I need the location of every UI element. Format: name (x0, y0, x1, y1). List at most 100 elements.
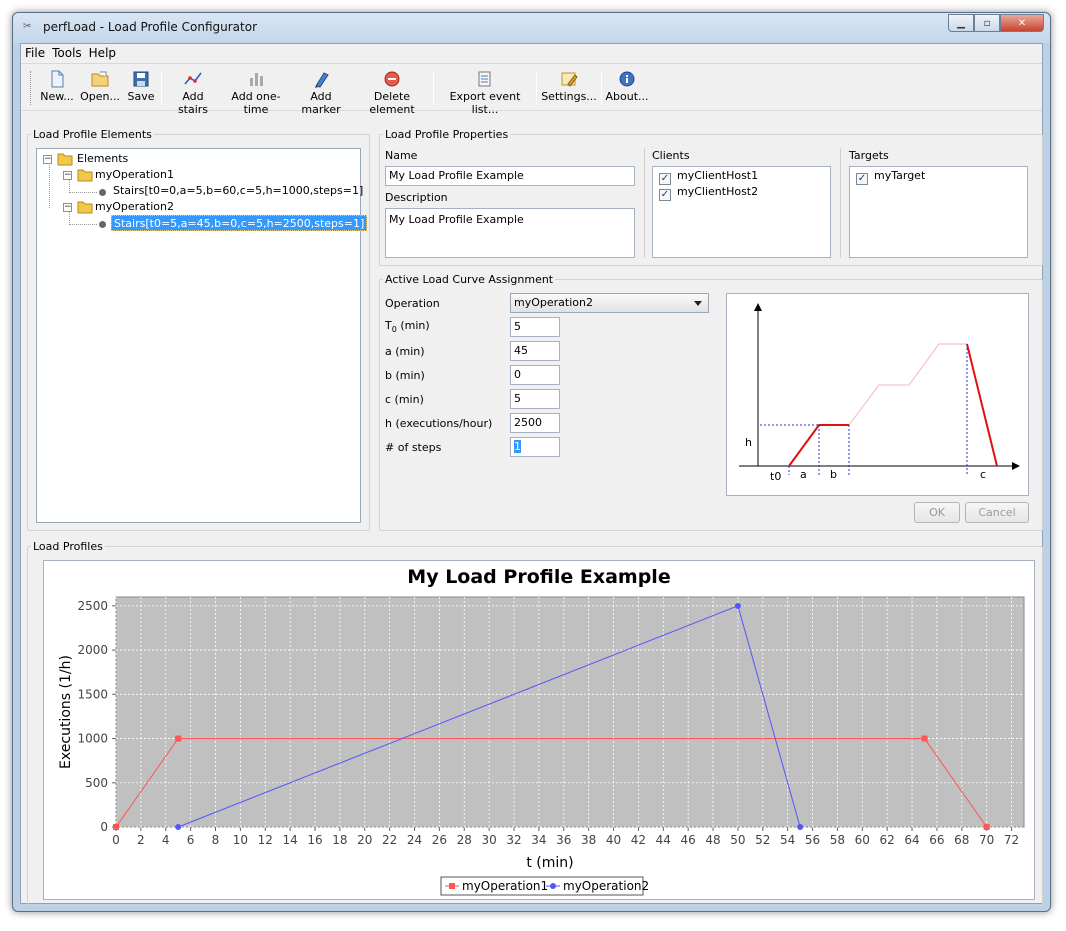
x-tick-label: 8 (212, 833, 220, 847)
legend-label: myOperation2 (563, 879, 649, 893)
save-button[interactable]: Save (125, 67, 157, 109)
h-field[interactable]: 2500 (510, 413, 560, 433)
profiles-group-title: Load Profiles (31, 540, 105, 553)
toolbar-separator (433, 71, 434, 105)
y-tick-label: 2000 (77, 643, 108, 657)
c-label: c (min) (385, 393, 424, 406)
client-label: myClientHost1 (677, 169, 759, 182)
t0-field[interactable]: 5 (510, 317, 560, 337)
x-tick-label: 2 (137, 833, 145, 847)
checkbox-checked[interactable]: ✓ (856, 173, 868, 185)
tree-expander[interactable]: − (63, 170, 72, 180)
new-button[interactable]: New... (37, 67, 77, 109)
add-stairs-button[interactable]: Add stairs (167, 67, 219, 116)
x-tick-label: 46 (681, 833, 696, 847)
add-marker-button[interactable]: Add marker (291, 67, 351, 116)
target-label: myTarget (874, 169, 926, 182)
legend-label: myOperation1 (462, 879, 548, 893)
target-item[interactable]: ✓ myTarget (856, 169, 925, 185)
tree-expander[interactable]: − (63, 202, 72, 212)
x-tick-label: 58 (830, 833, 845, 847)
x-tick-label: 28 (457, 833, 472, 847)
plot-area (115, 596, 1025, 828)
title-bar[interactable]: ✂ perfLoad - Load Profile Configurator ▁… (13, 13, 1050, 43)
toolbar-grip[interactable] (30, 71, 33, 105)
settings-button[interactable]: Settings... (540, 67, 598, 109)
elements-tree[interactable]: − Elements − myOperation1 Stairs[t0=0,a=… (36, 148, 368, 523)
client-item[interactable]: ✓ myClientHost2 (659, 185, 758, 201)
tree-root[interactable]: Elements (77, 152, 129, 165)
settings-label: Settings... (541, 90, 597, 103)
operation-combo[interactable]: myOperation2 (510, 293, 709, 313)
x-tick-label: 42 (631, 833, 646, 847)
tree-guide (49, 163, 50, 208)
x-tick-label: 40 (606, 833, 621, 847)
targets-list: ✓ myTarget (849, 166, 1028, 258)
cancel-button[interactable]: Cancel (965, 502, 1029, 523)
diagram-ramp-down (966, 343, 998, 467)
add-stairs-label: Add stairs (177, 90, 209, 116)
about-button[interactable]: About... (605, 67, 649, 109)
save-label: Save (127, 90, 155, 103)
chart-svg: 0 2 4 6 8 10 12 14 16 18 20 22 24 26 28 30 32 34 36 38 40 42 4… (58, 566, 1025, 896)
load-profile-chart: 0 2 4 6 8 10 12 14 16 18 20 22 24 26 28 30 32 34 36 38 40 42 4… (43, 560, 1035, 900)
name-field[interactable]: My Load Profile Example (385, 166, 635, 186)
steps-field[interactable]: 1 (510, 437, 560, 457)
new-label: New... (40, 90, 74, 103)
minimize-button[interactable]: ▁ (948, 14, 974, 32)
client-item[interactable]: ✓ myClientHost1 (659, 169, 758, 185)
stairs-chart-icon (184, 72, 202, 85)
delete-element-label: Delete element (369, 90, 415, 116)
checkbox-checked[interactable]: ✓ (659, 189, 671, 201)
x-tick-label: 20 (357, 833, 372, 847)
description-field[interactable]: My Load Profile Example (385, 208, 635, 258)
x-tick-label: 16 (307, 833, 322, 847)
menu-file[interactable]: File (25, 46, 46, 60)
divider (644, 148, 645, 258)
data-point-myOperation1 (175, 735, 182, 742)
open-label: Open... (80, 90, 120, 103)
close-button[interactable]: ✕ (1000, 14, 1044, 32)
x-tick-label: 62 (880, 833, 895, 847)
a-field[interactable]: 45 (510, 341, 560, 361)
tree-expander[interactable]: − (43, 154, 52, 164)
diagram-b-label: b (830, 468, 837, 481)
diagram-faint-steps (848, 343, 967, 426)
x-tick-label: 72 (1004, 833, 1019, 847)
tree-guide (69, 192, 97, 193)
h-label: h (executions/hour) (385, 417, 493, 430)
x-tick-label: 34 (531, 833, 546, 847)
properties-group (379, 134, 1043, 266)
window-title: perfLoad - Load Profile Configurator (43, 20, 258, 34)
app-window: ✂ perfLoad - Load Profile Configurator ▁… (12, 12, 1051, 912)
checkbox-checked[interactable]: ✓ (659, 173, 671, 185)
maximize-button[interactable]: ▫ (974, 14, 1000, 32)
x-tick-label: 18 (332, 833, 347, 847)
x-tick-label: 36 (556, 833, 571, 847)
bar-chart-icon (250, 73, 263, 86)
x-tick-label: 60 (855, 833, 870, 847)
menu-help[interactable]: Help (88, 46, 117, 60)
y-tick-label: 2500 (77, 599, 108, 613)
c-field[interactable]: 5 (510, 389, 560, 409)
add-one-time-button[interactable]: Add one-time (221, 67, 291, 116)
tree-item-operation1[interactable]: myOperation1 (95, 168, 174, 181)
menu-tools[interactable]: Tools (52, 46, 82, 60)
steps-label: # of steps (385, 441, 442, 454)
x-tick-label: 0 (112, 833, 120, 847)
export-list-icon (478, 71, 491, 87)
export-event-list-button[interactable]: Export event list... (437, 67, 533, 116)
assignment-group-title: Active Load Curve Assignment (383, 273, 556, 286)
ok-button[interactable]: OK (914, 502, 960, 523)
tree-item-stairs2-selected[interactable]: Stairs[t0=5,a=45,b=0,c=5,h=2500,steps=1] (111, 215, 368, 231)
x-tick-label: 22 (382, 833, 397, 847)
b-field[interactable]: 0 (510, 365, 560, 385)
profiles-group (27, 546, 1043, 906)
tree-item-stairs1[interactable]: Stairs[t0=0,a=5,b=60,c=5,h=1000,steps=1] (113, 184, 364, 197)
open-button[interactable]: Open... (77, 67, 123, 109)
x-tick-label: 48 (705, 833, 720, 847)
tree-guide (69, 211, 70, 225)
x-tick-label: 10 (233, 833, 248, 847)
tree-item-operation2[interactable]: myOperation2 (95, 200, 174, 213)
delete-element-button[interactable]: Delete element (353, 67, 431, 116)
